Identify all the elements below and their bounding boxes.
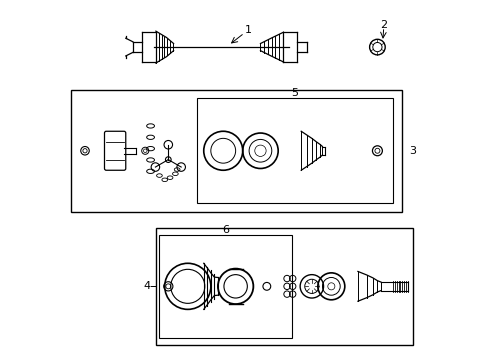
Text: 4: 4 [143,281,150,291]
Text: 5: 5 [291,88,298,98]
Bar [71,90,402,212]
Text: 1: 1 [244,25,251,35]
Text: 6: 6 [222,225,229,235]
Text: 2: 2 [380,20,386,30]
Bar [196,99,392,203]
Bar [156,228,412,345]
Text: 3: 3 [408,146,415,156]
Bar [159,235,292,338]
